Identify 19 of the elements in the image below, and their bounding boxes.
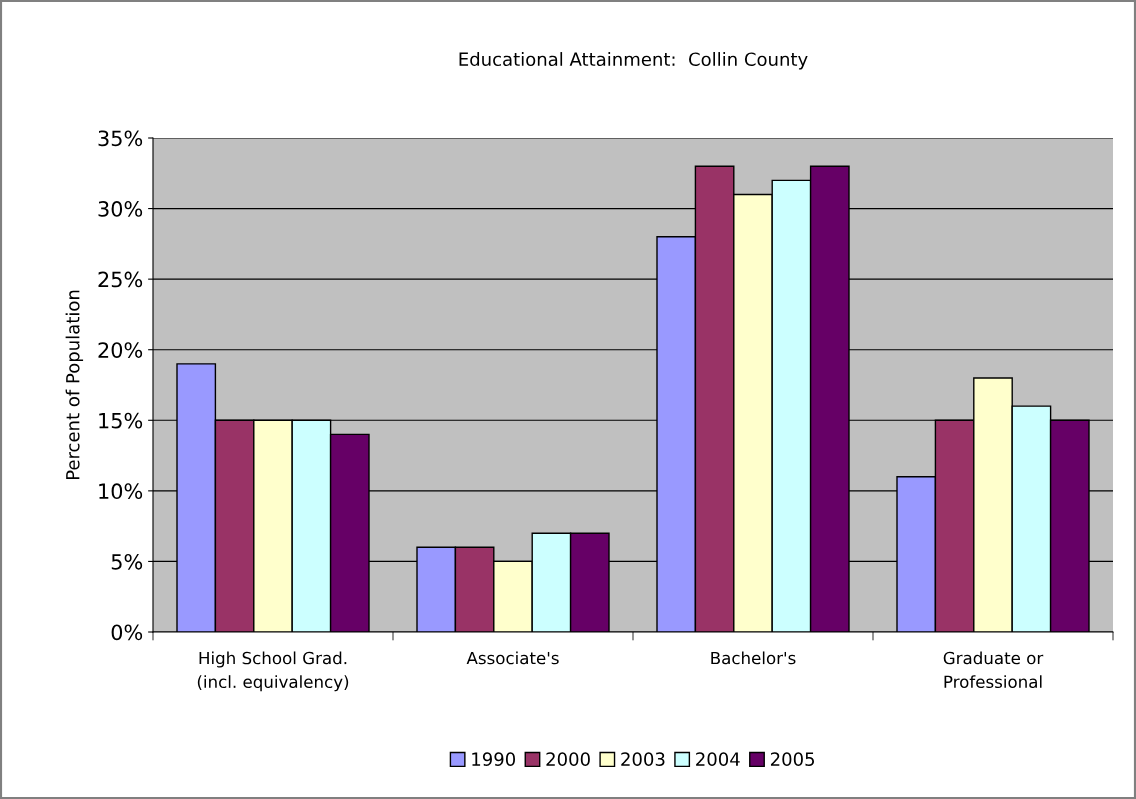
legend-label: 2003	[621, 752, 665, 766]
y-tick-label: 5%	[111, 553, 143, 570]
x-tick-label: High School Grad. (incl. equivalency)	[197, 651, 349, 692]
y-tick-label: 15%	[99, 412, 143, 429]
y-axis-title: Percent of Population	[65, 290, 84, 480]
legend-label: 2000	[546, 752, 590, 766]
y-tick-label: 25%	[98, 271, 143, 288]
chart-title: Educational Attainment: Collin County	[459, 52, 808, 70]
y-tick-label: 20%	[98, 342, 143, 358]
legend-label: 2004	[696, 752, 740, 766]
x-tick-label: Bachelor's	[711, 651, 796, 665]
x-tick-label: Graduate or Professional	[943, 651, 1044, 689]
y-tick-label: 10%	[99, 483, 143, 500]
legend-label: 1990	[472, 752, 516, 766]
legend-label: 2005	[770, 752, 815, 766]
x-tick-label: Associate's	[466, 651, 559, 665]
y-tick-label: 30%	[98, 201, 143, 217]
y-tick-label: 35%	[98, 130, 143, 147]
y-tick-label: 0%	[111, 624, 143, 641]
